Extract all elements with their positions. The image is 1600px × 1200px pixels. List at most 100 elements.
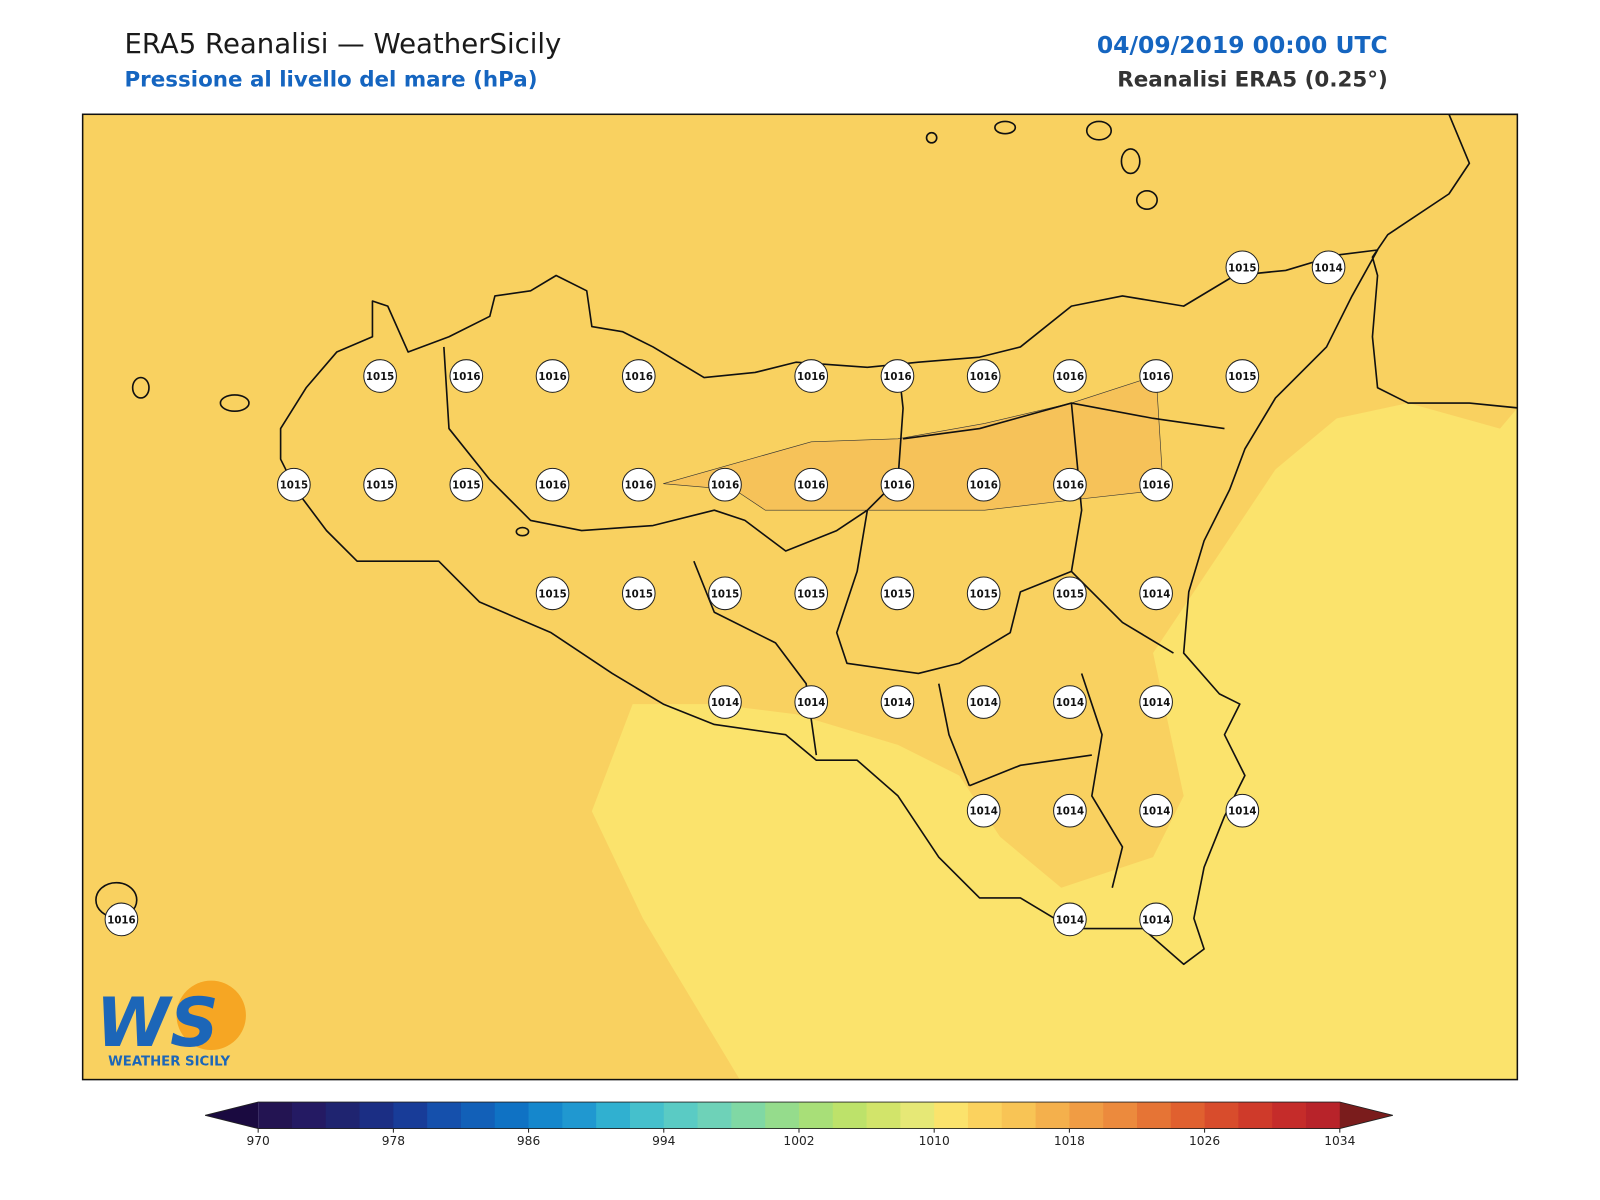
pressure-label: 1015 [797, 589, 825, 600]
pressure-label: 1016 [797, 481, 825, 492]
label-marker [966, 359, 1001, 393]
title: ERA5 Reanalisi — WeatherSicily [124, 28, 561, 60]
label-marker [966, 576, 1001, 611]
colorbar-tick-label: 1026 [1189, 1134, 1220, 1148]
colorbar-bin [494, 1102, 530, 1129]
label-marker [1225, 250, 1260, 285]
label-marker [794, 685, 829, 719]
pressure-label: 1016 [452, 372, 480, 383]
label-marker [535, 467, 570, 502]
pressure-label: 1015 [883, 589, 911, 600]
label-marker [1139, 902, 1173, 937]
pressure-label: 1014 [1056, 807, 1084, 818]
label-marker [794, 576, 829, 611]
pressure-label: 1015 [452, 481, 480, 492]
pressure-label: 1016 [797, 372, 825, 383]
label-marker [708, 467, 742, 502]
pressure-label: 1016 [1142, 481, 1170, 492]
colorbar-tick-label: 978 [382, 1134, 405, 1148]
pressure-label: 1016 [625, 372, 653, 383]
colorbar-bin [258, 1102, 293, 1129]
label-marker [1053, 467, 1087, 502]
logo-sun [176, 980, 246, 1050]
label-marker [880, 685, 915, 719]
subtitle: Pressione al livello del mare (hPa) [124, 68, 537, 93]
pressure-label: 1014 [1142, 915, 1170, 926]
pressure-labels: 1015 1014 1015 1016 1016 1016 1016 1016 1016 1016… [104, 250, 1346, 937]
label-marker [1139, 359, 1173, 393]
colorbar-tick-label: 986 [517, 1134, 541, 1148]
label-marker [363, 467, 397, 502]
colorbar-extend-high [1339, 1102, 1393, 1129]
pressure-label: 1014 [711, 698, 739, 709]
colorbar-bin [731, 1102, 766, 1129]
colorbar-bin [1035, 1102, 1070, 1129]
pressure-label: 1016 [1056, 481, 1084, 492]
logo-mark: WS [96, 983, 219, 1062]
pressure-label: 1015 [711, 589, 739, 600]
map [82, 114, 1518, 1080]
pressure-label: 1016 [883, 481, 911, 492]
colorbar-bin [866, 1102, 901, 1129]
colorbar-bin [1305, 1102, 1341, 1129]
pressure-label: 1016 [538, 372, 566, 383]
colorbar-bin [1069, 1102, 1104, 1129]
pressure-label: 1014 [1142, 698, 1170, 709]
coastline [279, 249, 1379, 966]
colorbar-bin [393, 1102, 428, 1129]
label-marker [1139, 576, 1173, 611]
pressure-label: 1016 [883, 372, 911, 383]
logo-text: WEATHER SICILY [108, 1054, 230, 1069]
label-marker [1139, 685, 1173, 719]
pressure-label: 1015 [1056, 589, 1084, 600]
pressure-label: 1014 [969, 807, 997, 818]
pressure-label: 1016 [1142, 372, 1170, 383]
label-marker [1225, 793, 1260, 828]
colorbar-bin [325, 1102, 361, 1129]
label-marker [966, 685, 1001, 719]
pressure-label: 1014 [1314, 263, 1342, 274]
colorbar-tick-label: 970 [246, 1134, 269, 1148]
label-marker [1053, 576, 1087, 611]
label-marker [1139, 467, 1173, 502]
colorbar-bin [1204, 1102, 1239, 1129]
pressure-label: 1014 [1056, 915, 1084, 926]
colorbar-bin [1238, 1102, 1273, 1129]
date: 04/09/2019 00:00 UTC [1097, 31, 1388, 59]
label-marker [104, 902, 139, 937]
colorbar-bin [528, 1102, 563, 1129]
colorbar-bin [663, 1102, 699, 1129]
pressure-label: 1014 [797, 698, 825, 709]
colorbar-bin [900, 1102, 935, 1129]
label-marker [880, 359, 915, 393]
pressure-label: 1015 [366, 372, 394, 383]
colorbar-bin [562, 1102, 597, 1129]
colorbar-tick-label: 1018 [1054, 1134, 1085, 1148]
pressure-label: 1016 [969, 481, 997, 492]
pressure-label: 1014 [1056, 698, 1084, 709]
label-marker [621, 467, 656, 502]
logo: WS WEATHER SICILY [96, 980, 246, 1069]
colorbar-bin [832, 1102, 868, 1129]
pressure-label: 1016 [538, 481, 566, 492]
label-marker [363, 359, 397, 393]
pressure-label: 1014 [1142, 589, 1170, 600]
colorbar-bin [460, 1102, 496, 1129]
label-marker [535, 576, 570, 611]
colorbar-bin [1272, 1102, 1307, 1129]
label-marker [880, 467, 915, 502]
label-marker [966, 467, 1001, 502]
pressure-label: 1014 [1228, 807, 1256, 818]
colorbar-tick-label: 1034 [1324, 1134, 1355, 1148]
label-marker [1053, 793, 1087, 828]
pressure-label: 1015 [1228, 372, 1256, 383]
source: Reanalisi ERA5 (0.25°) [1117, 68, 1387, 93]
colorbar-bin [1170, 1102, 1206, 1129]
pressure-label: 1015 [969, 589, 997, 600]
pressure-label: 1016 [107, 915, 135, 926]
colorbar-bin [359, 1102, 394, 1129]
colorbar-tick-label: 994 [652, 1134, 676, 1148]
colorbar-tick-label: 1002 [783, 1134, 814, 1148]
pressure-label: 1015 [280, 481, 308, 492]
